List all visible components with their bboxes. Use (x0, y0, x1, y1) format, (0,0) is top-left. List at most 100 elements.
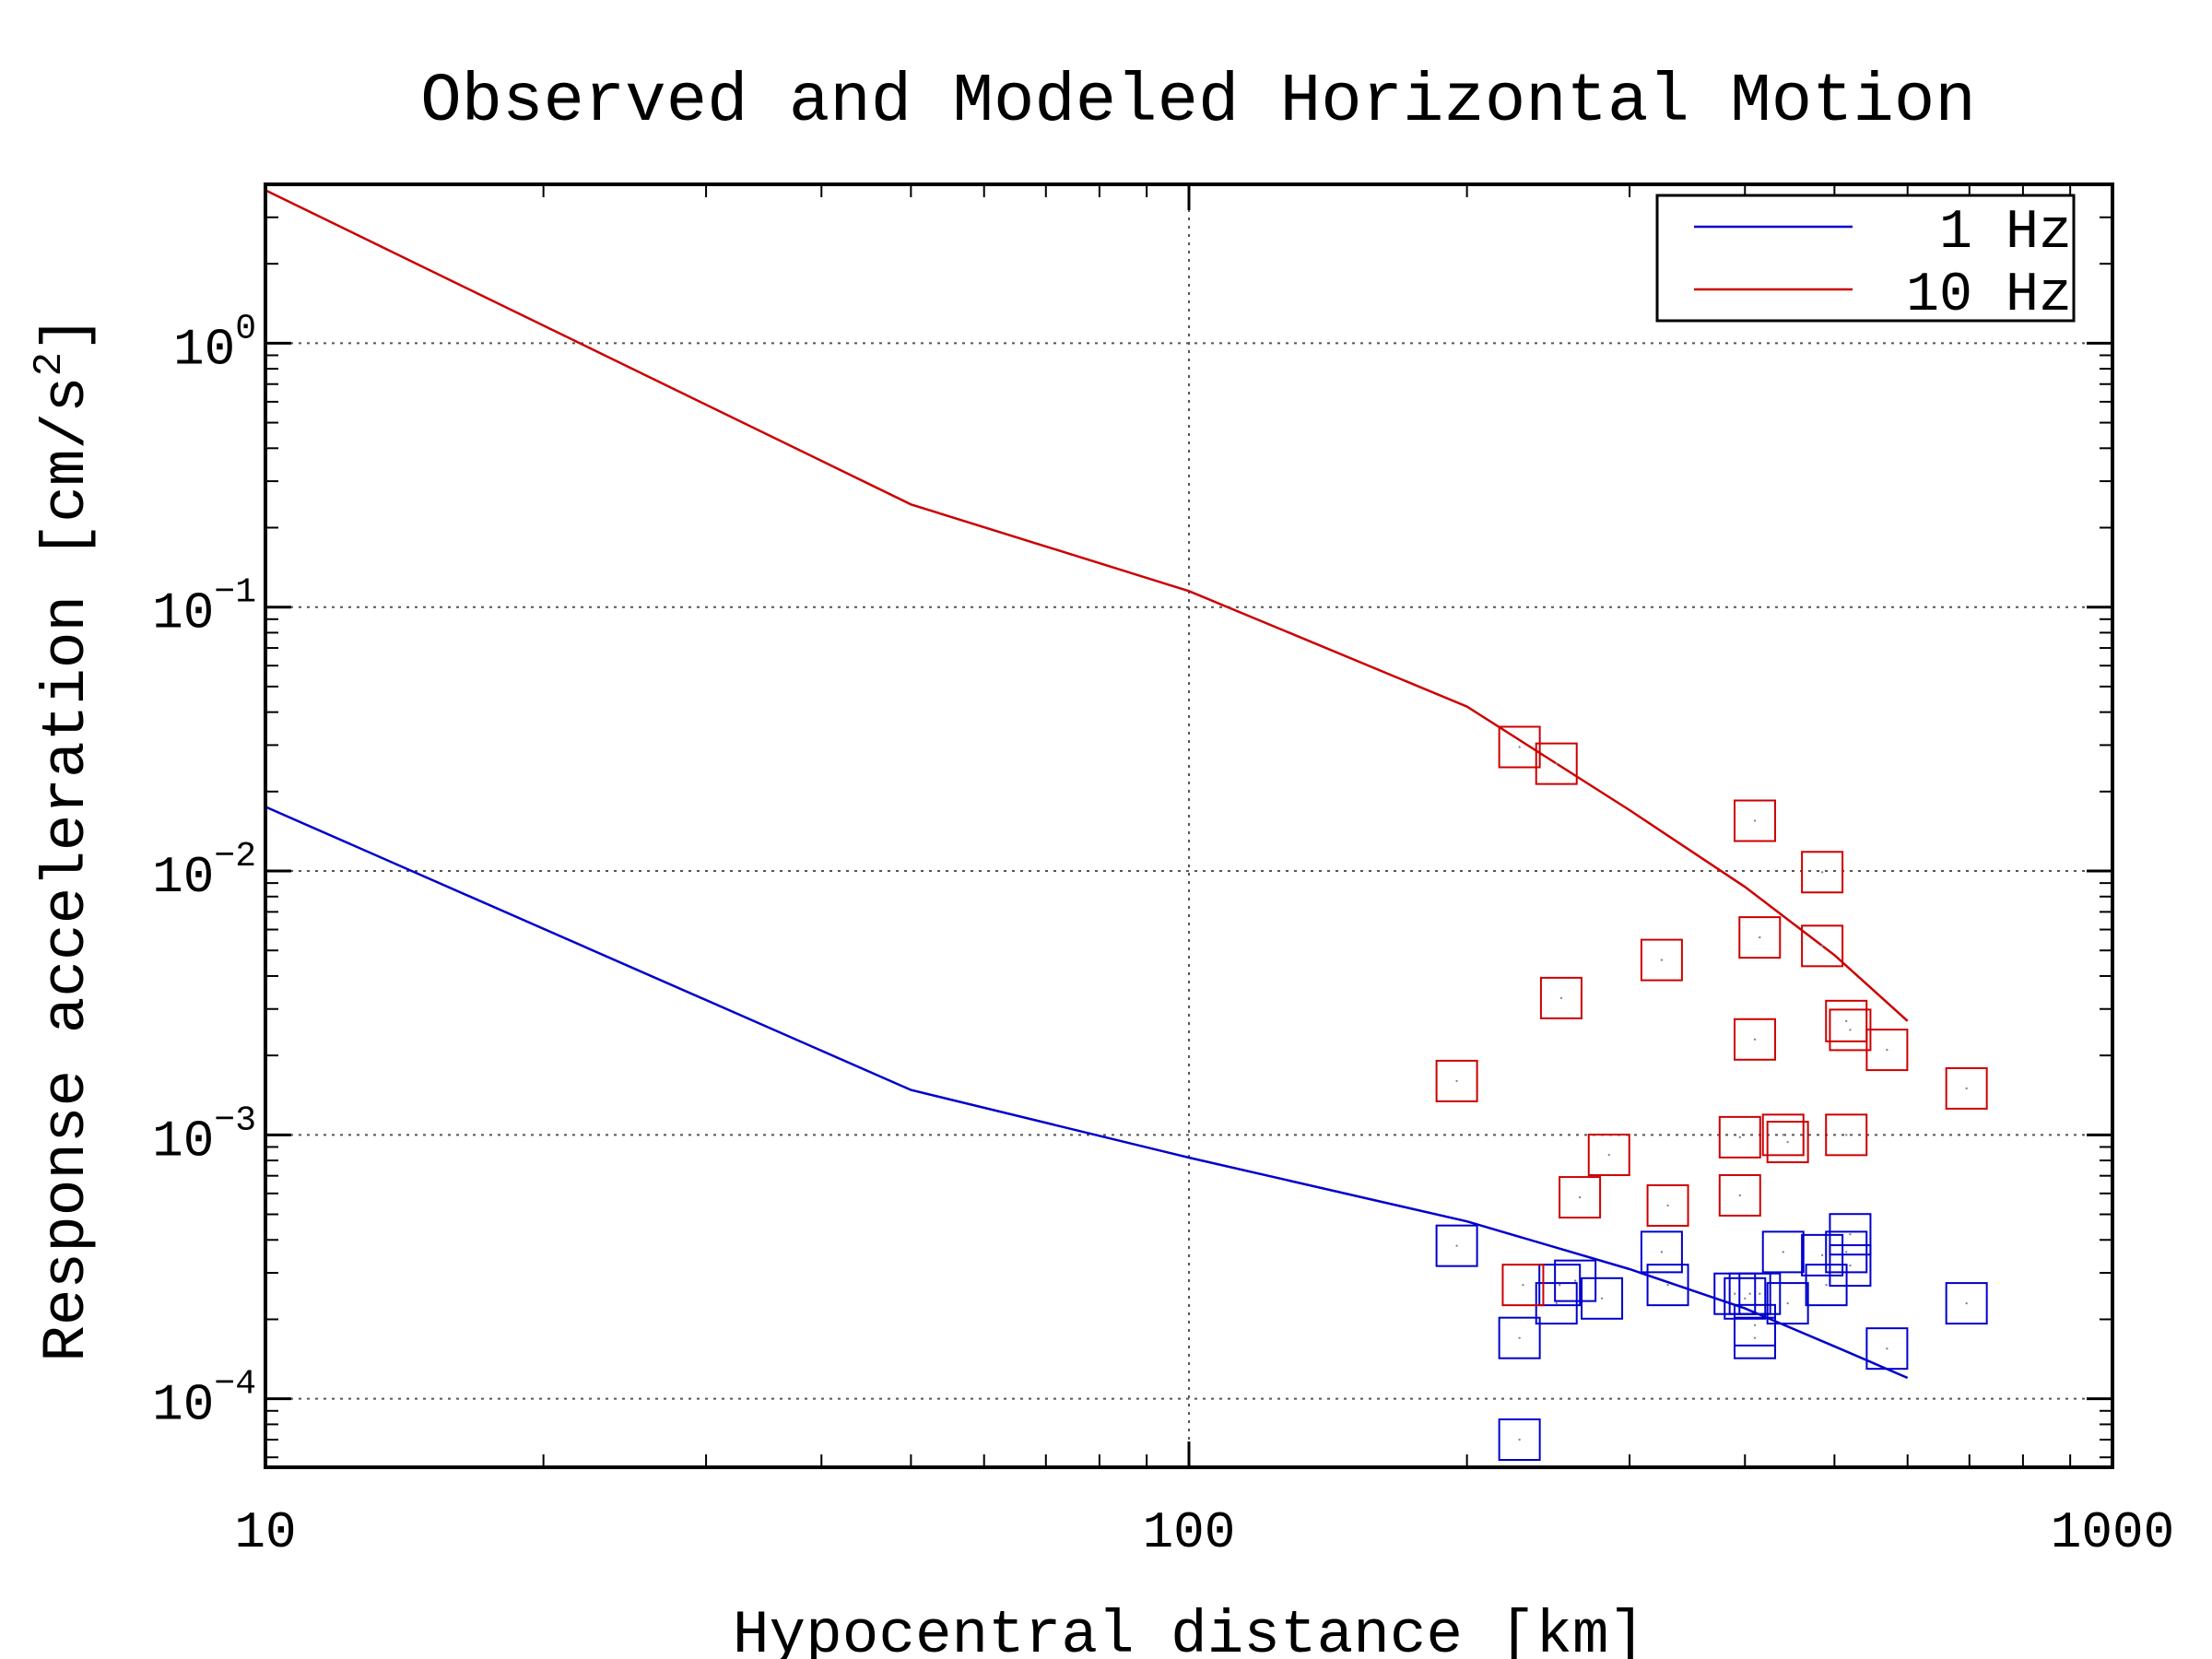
observed-point-center (1845, 1251, 1848, 1253)
series-1hz (265, 806, 1988, 1462)
x-axis-label: Hypocentral distance [km] (733, 1601, 1645, 1659)
observed-point-1hz (1738, 1272, 1782, 1315)
observed-point-center (1965, 1087, 1968, 1090)
observed-point-center (1965, 1301, 1968, 1305)
observed-point-center (1759, 1292, 1761, 1295)
observed-point-center (1607, 1153, 1610, 1157)
observed-point-center (1748, 1292, 1751, 1295)
series-layer (265, 189, 1988, 1462)
observed-point-1hz (1435, 1224, 1478, 1267)
observed-point-center (1759, 935, 1761, 939)
observed-point-center (1666, 1204, 1669, 1207)
y-tick-label-base: 10 (152, 848, 214, 907)
observed-point-10hz (1825, 999, 1868, 1042)
observed-point-center (1455, 1079, 1458, 1083)
y-tick-label-base: 10 (173, 320, 235, 379)
observed-point-10hz (1640, 938, 1683, 982)
observed-point-1hz (1761, 1230, 1805, 1274)
observed-point-10hz (1646, 1183, 1689, 1227)
observed-point-center (1786, 1301, 1789, 1305)
observed-point-1hz (1554, 1259, 1597, 1302)
observed-point-center (1786, 1140, 1789, 1144)
observed-point-1hz (1646, 1264, 1689, 1307)
observed-point-1hz (1945, 1282, 1988, 1325)
y-tick-label: 10−3 (152, 1100, 256, 1171)
y-tick-label-base: 10 (152, 584, 214, 643)
observed-point-center (1820, 1253, 1824, 1257)
observed-point-center (1738, 1194, 1741, 1197)
observed-point-center (1660, 1251, 1664, 1253)
observed-point-10hz (1801, 924, 1844, 968)
legend-box (1655, 194, 2076, 323)
y-tick-label-base: 10 (152, 1112, 214, 1171)
observed-point-10hz (1559, 1176, 1602, 1219)
observed-point-center (1455, 1244, 1458, 1247)
observed-point-center (1555, 1301, 1558, 1305)
y-tick-label: 10−4 (152, 1365, 256, 1435)
observed-point-center (1825, 1283, 1828, 1287)
observed-point-center (1518, 1336, 1521, 1339)
observed-point-10hz (1718, 1115, 1761, 1159)
observed-point-center (1886, 1347, 1888, 1350)
y-axis-label-superscript: 2 (27, 352, 73, 376)
legend-label-1hz: 1 Hz (1939, 202, 2072, 265)
observed-point-10hz (1718, 1173, 1761, 1217)
observed-point-10hz (1801, 851, 1844, 894)
observed-point-center (1559, 1283, 1561, 1287)
observed-point-10hz (1825, 1113, 1868, 1157)
observed-point-center (1753, 819, 1757, 822)
y-axis-label-end: ] (32, 315, 101, 352)
observed-point-1hz (1538, 1264, 1582, 1307)
observed-point-10hz (1766, 1121, 1809, 1164)
observed-point-center (1738, 1135, 1741, 1139)
y-tick-label-exponent: −3 (214, 1100, 256, 1140)
observed-point-center (1666, 1283, 1669, 1287)
x-tick-label: 100 (1143, 1503, 1236, 1562)
observed-point-center (1518, 746, 1521, 748)
observed-point-center (1849, 1029, 1852, 1031)
observed-point-center (1886, 1048, 1888, 1052)
observed-point-center (1734, 1292, 1736, 1295)
model-line-10hz (265, 189, 1909, 1022)
observed-point-center (1660, 959, 1664, 961)
observed-point-center (1518, 1438, 1521, 1441)
legend: 1 Hz 10 Hz (1655, 194, 2076, 327)
observed-point-1hz (1535, 1282, 1578, 1325)
y-axis-label-main: Response acceleration [cm/s (32, 376, 101, 1361)
observed-point-center (1845, 1134, 1848, 1136)
observed-point-10hz (1734, 1018, 1777, 1061)
observed-point-center (1849, 1233, 1852, 1236)
observed-point-10hz (1865, 1029, 1909, 1072)
observed-point-1hz (1640, 1230, 1683, 1274)
observed-point-center (1573, 1279, 1577, 1282)
y-axis-label: Response acceleration [cm/s2] (27, 315, 101, 1361)
x-tick-label: 10 (234, 1503, 296, 1562)
y-tick-label-exponent: −2 (214, 837, 256, 877)
observed-point-center (1559, 996, 1563, 1000)
observed-point-center (1753, 1336, 1757, 1339)
observed-point-1hz (1734, 1316, 1777, 1359)
observed-point-10hz (1501, 1264, 1545, 1307)
observed-point-center (1578, 1195, 1582, 1199)
observed-point-1hz (1498, 1418, 1541, 1462)
observed-point-10hz (1761, 1113, 1805, 1157)
y-tick-label-exponent: −1 (214, 573, 256, 613)
observed-point-1hz (1724, 1277, 1767, 1320)
y-tick-label: 10−1 (152, 573, 256, 643)
series-10hz (265, 189, 1988, 1307)
observed-point-1hz (1766, 1282, 1809, 1325)
observed-point-center (1782, 1134, 1784, 1136)
chart-title: Observed and Modeled Horizontal Motion (420, 64, 1975, 141)
model-line-1hz (265, 806, 1909, 1380)
y-tick-label: 100 (173, 309, 256, 379)
legend-label-10hz: 10 Hz (1906, 265, 2072, 327)
grid (265, 184, 2112, 1467)
minor-ticks (265, 184, 2112, 1467)
observed-point-10hz (1498, 725, 1541, 769)
observed-point-1hz (1865, 1327, 1909, 1371)
y-tick-label-base: 10 (152, 1376, 214, 1435)
observed-point-10hz (1945, 1066, 1988, 1110)
observed-point-center (1753, 1038, 1757, 1041)
